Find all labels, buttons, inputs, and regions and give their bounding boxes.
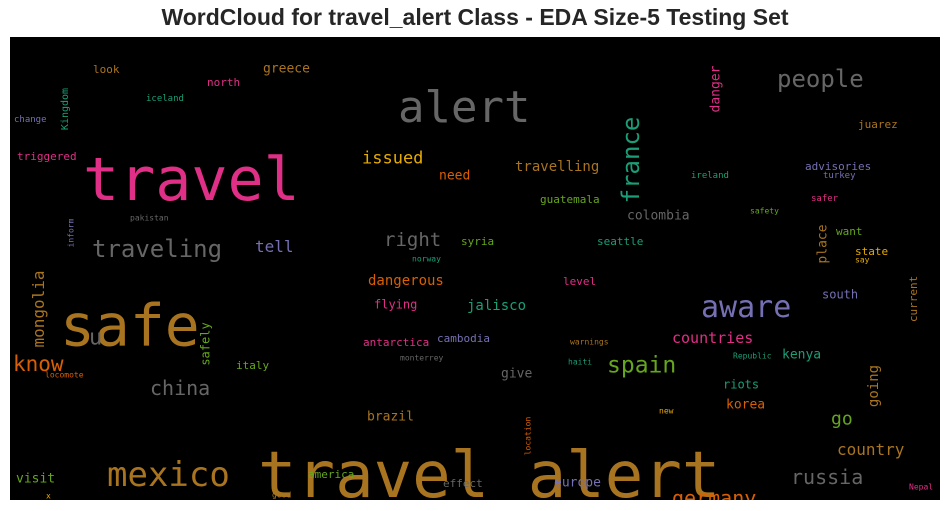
word-location: location xyxy=(523,417,532,456)
word-going: going xyxy=(866,365,882,407)
word-north: north xyxy=(207,76,240,89)
wordcloud-canvas: travel alert travel safe alert mexico aware fr… xyxy=(10,37,940,500)
word-state: state xyxy=(855,245,888,258)
word-tell: tell xyxy=(255,237,294,256)
word-nepal: Nepal xyxy=(909,482,933,491)
word-china: china xyxy=(150,376,210,400)
word-say: say xyxy=(855,255,870,264)
word-juarez: juarez xyxy=(858,118,898,131)
word-seattle: seattle xyxy=(597,235,643,248)
word-safely: safely xyxy=(199,322,213,365)
word-republic: Republic xyxy=(733,351,772,360)
word-riots: riots xyxy=(723,378,759,392)
word-give: give xyxy=(501,366,532,381)
word-tone: tone xyxy=(508,499,527,500)
word-x: x xyxy=(46,491,51,500)
word-issued: issued xyxy=(362,149,423,169)
wordcloud-svg: travel alert travel safe alert mexico aware fr… xyxy=(13,61,933,500)
word-safety: safety xyxy=(750,206,779,215)
word-antarctica: antarctica xyxy=(363,336,429,349)
word-haiti: haiti xyxy=(568,357,592,366)
word-mexico: mexico xyxy=(107,455,230,495)
word-travel: travel xyxy=(83,145,300,215)
word-visit: visit xyxy=(16,471,55,486)
word-france: france xyxy=(617,117,645,204)
word-monterrey: monterrey xyxy=(400,353,444,362)
word-iceland: iceland xyxy=(146,94,184,104)
word-current: current xyxy=(907,276,920,322)
word-advisories: advisories xyxy=(805,160,871,173)
word-danger: danger xyxy=(708,65,723,112)
word-safer: safer xyxy=(811,194,839,204)
word-need: need xyxy=(439,168,470,183)
word-traveling: traveling xyxy=(92,235,222,263)
word-south: south xyxy=(822,288,858,302)
word-locomote: locomote xyxy=(45,370,84,379)
word-turkey: turkey xyxy=(823,171,856,181)
word-colombia: colombia xyxy=(627,208,690,223)
word-know: know xyxy=(13,352,64,376)
word-level: level xyxy=(563,275,596,288)
word-alert: alert xyxy=(398,82,530,133)
word-ireland: ireland xyxy=(691,171,729,181)
word-travelling: travelling xyxy=(515,159,599,175)
word-mongolia: mongolia xyxy=(29,270,48,347)
word-greece: greece xyxy=(263,61,310,76)
word-italy: italy xyxy=(236,359,269,372)
word-effect: effect xyxy=(443,477,483,490)
word-new: new xyxy=(659,406,674,415)
word-look: look xyxy=(93,63,120,76)
word-cambodia: cambodia xyxy=(437,332,490,345)
word-syria: syria xyxy=(461,235,494,248)
word-countries: countries xyxy=(672,329,753,347)
word-warnings: warnings xyxy=(570,337,609,346)
word-flying: flying xyxy=(374,298,417,312)
word-dangerous: dangerous xyxy=(368,273,444,289)
word-korea: korea xyxy=(726,397,765,412)
word-safe: safe xyxy=(60,291,200,359)
word-inform: inform xyxy=(66,218,75,247)
word-travel-alert: travel alert xyxy=(258,439,720,500)
word-country: country xyxy=(837,440,905,459)
word-kenya: kenya xyxy=(782,347,821,362)
word-guatemala: guatemala xyxy=(540,193,600,206)
word-america: america xyxy=(308,468,354,481)
word-want: want xyxy=(836,225,863,238)
word-aware: aware xyxy=(701,290,791,325)
word-people: people xyxy=(777,65,864,93)
word-good: good xyxy=(272,490,291,499)
word-jalisco: jalisco xyxy=(467,298,526,314)
word-kingdom: Kingdom xyxy=(60,88,71,130)
word-triggered: triggered xyxy=(17,150,77,163)
word-brazil: brazil xyxy=(367,409,414,424)
word-norway: norway xyxy=(412,254,441,263)
word-pakistan: pakistan xyxy=(130,213,169,222)
word-germany: germany xyxy=(672,486,756,500)
word-place: place xyxy=(815,224,830,263)
word-spain: spain xyxy=(607,352,676,378)
word-europe: europe xyxy=(554,475,601,490)
word-russia: russia xyxy=(791,465,863,489)
word-right: right xyxy=(384,229,441,251)
word-change: change xyxy=(14,115,47,125)
chart-title: WordCloud for travel_alert Class - EDA S… xyxy=(161,4,789,30)
word-go: go xyxy=(831,408,853,429)
word-u: u xyxy=(89,326,102,351)
